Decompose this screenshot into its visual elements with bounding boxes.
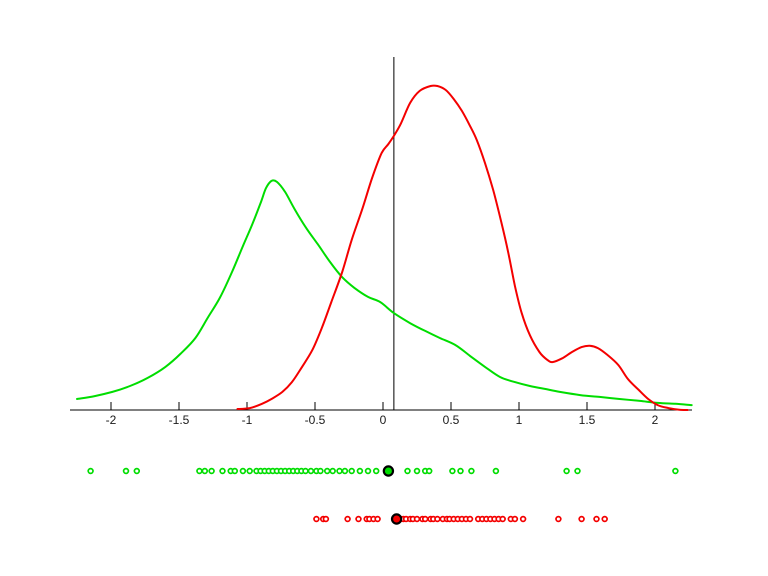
green-sample-point bbox=[449, 467, 456, 475]
red-sample-point bbox=[355, 515, 362, 523]
x-tick-label: -0.5 bbox=[304, 413, 326, 427]
x-tick-label: -1.5 bbox=[168, 413, 190, 427]
red-sample-point bbox=[322, 515, 330, 523]
green-sample-point bbox=[302, 467, 309, 475]
red-sample-point bbox=[499, 515, 506, 523]
green-sample-point bbox=[457, 467, 464, 475]
green-sample-point bbox=[87, 467, 94, 475]
red-sample-point bbox=[519, 515, 527, 523]
green-sample-point bbox=[563, 467, 570, 475]
highlighted-red-sample-point bbox=[390, 513, 403, 525]
green-sample-rug bbox=[87, 465, 679, 477]
green-sample-point bbox=[317, 467, 324, 475]
red-sample-point bbox=[593, 515, 600, 523]
green-sample-point bbox=[372, 467, 380, 475]
green-sample-point bbox=[231, 467, 239, 475]
red-sample-point bbox=[578, 515, 585, 523]
red-sample-point bbox=[466, 515, 474, 523]
green-sample-point bbox=[122, 467, 130, 475]
red-sample-point bbox=[555, 515, 562, 523]
x-tick-label: 2 bbox=[651, 413, 659, 427]
green-density-curve bbox=[76, 179, 693, 407]
green-sample-point bbox=[246, 467, 253, 475]
green-sample-point bbox=[307, 467, 315, 475]
red-density-curve bbox=[236, 84, 689, 411]
green-sample-point bbox=[219, 467, 226, 475]
green-sample-point bbox=[404, 467, 411, 475]
green-sample-point bbox=[468, 467, 475, 475]
green-sample-point bbox=[341, 467, 349, 475]
green-sample-point bbox=[329, 467, 336, 475]
green-sample-point bbox=[336, 467, 343, 475]
green-sample-point bbox=[364, 467, 372, 475]
green-sample-point bbox=[323, 467, 331, 475]
green-sample-point bbox=[672, 467, 679, 475]
red-sample-point bbox=[344, 515, 351, 523]
green-sample-point bbox=[356, 467, 364, 475]
red-sample-point bbox=[434, 515, 441, 523]
x-tick-label: 0 bbox=[379, 413, 387, 427]
red-sample-point bbox=[413, 515, 421, 523]
red-sample-point bbox=[374, 515, 381, 523]
x-tick-label: 1 bbox=[515, 413, 523, 427]
green-sample-point bbox=[208, 467, 215, 475]
green-sample-point bbox=[413, 467, 421, 475]
green-sample-point bbox=[574, 467, 581, 475]
green-sample-point bbox=[348, 467, 355, 475]
x-tick-label: -1 bbox=[241, 413, 253, 427]
red-sample-point bbox=[511, 515, 519, 523]
green-sample-point bbox=[239, 467, 247, 475]
green-sample-point bbox=[201, 467, 209, 475]
red-sample-rug bbox=[313, 513, 608, 525]
x-tick-label: 0.5 bbox=[442, 413, 460, 427]
x-tick-label: 1.5 bbox=[578, 413, 596, 427]
red-sample-point bbox=[313, 515, 320, 523]
red-sample-point bbox=[601, 515, 608, 523]
green-sample-point bbox=[196, 467, 203, 475]
green-sample-point bbox=[492, 467, 500, 475]
x-tick-label: -2 bbox=[105, 413, 117, 427]
green-sample-point bbox=[133, 467, 141, 475]
green-sample-point bbox=[425, 467, 433, 475]
highlighted-green-sample-point bbox=[382, 465, 395, 477]
red-sample-point bbox=[421, 515, 429, 523]
